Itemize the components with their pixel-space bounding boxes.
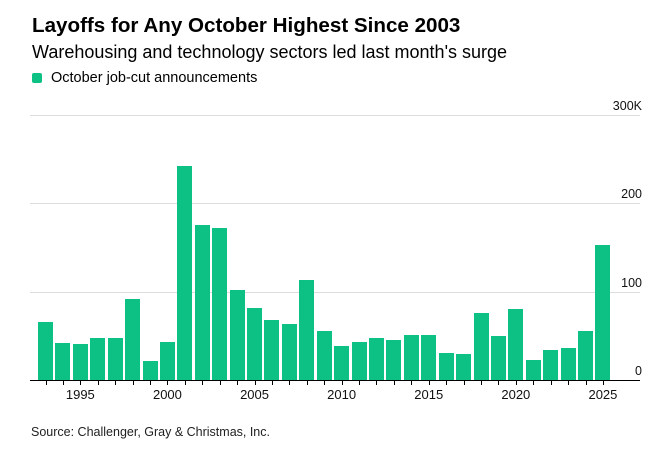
bar-2004 [229, 290, 245, 380]
x-tick-1995 [80, 381, 82, 385]
x-axis-label-2010: 2010 [327, 387, 357, 402]
y-axis-label-300K: 300K [612, 99, 642, 114]
bar-2010 [334, 346, 350, 380]
bar-2017 [456, 353, 472, 380]
x-axis-label-2000: 2000 [152, 387, 182, 402]
x-tick-2007 [289, 381, 291, 385]
x-axis-label-2025: 2025 [588, 387, 618, 402]
bar-1999 [142, 360, 158, 380]
gridline-200 [30, 203, 640, 205]
chart-subtitle: Warehousing and technology sectors led l… [32, 42, 508, 62]
bar-1998 [125, 299, 141, 380]
bar-2021 [525, 359, 541, 380]
bar-2008 [299, 280, 315, 380]
x-tick-1994 [62, 381, 64, 385]
bar-1996 [90, 337, 106, 380]
bar-2024 [578, 330, 594, 380]
bar-2018 [473, 313, 489, 380]
x-tick-2016 [446, 381, 448, 385]
bar-2005 [247, 308, 263, 380]
x-axis-label-2015: 2015 [414, 387, 444, 402]
x-axis-label-2005: 2005 [240, 387, 269, 402]
bar-1997 [107, 338, 123, 380]
x-tick-2010 [341, 381, 343, 385]
bar-2009 [316, 330, 332, 380]
x-tick-2006 [271, 381, 273, 385]
bar-2011 [351, 342, 367, 380]
x-tick-1998 [132, 381, 134, 385]
x-tick-2014 [411, 381, 413, 385]
x-tick-2003 [219, 381, 221, 385]
x-tick-2009 [324, 381, 326, 385]
bar-1995 [72, 343, 88, 380]
x-axis-label-2020: 2020 [501, 387, 531, 402]
x-tick-2008 [306, 381, 308, 385]
x-tick-1993 [45, 381, 47, 385]
x-tick-2005 [254, 381, 256, 385]
x-tick-2020 [515, 381, 517, 385]
bar-2022 [543, 350, 559, 380]
x-tick-2024 [585, 381, 587, 385]
x-tick-2004 [237, 381, 239, 385]
legend-swatch-icon [32, 72, 42, 83]
x-tick-2017 [463, 381, 465, 385]
x-tick-2022 [550, 381, 552, 385]
x-tick-2002 [202, 381, 204, 385]
x-tick-2019 [498, 381, 500, 385]
bar-2001 [177, 166, 193, 380]
bar-2023 [560, 347, 576, 380]
gridline-300K [30, 115, 640, 117]
x-axis-line [30, 380, 640, 381]
bar-2013 [386, 339, 402, 380]
bar-2006 [264, 319, 280, 380]
legend: October job-cut announcements [32, 69, 258, 86]
chart-title: Layoffs for Any October Highest Since 20… [32, 14, 461, 37]
x-tick-2015 [428, 381, 430, 385]
bar-2014 [403, 334, 419, 380]
x-tick-2000 [167, 381, 169, 385]
y-axis-label-0: 0 [635, 364, 642, 378]
bar-2003 [212, 228, 228, 380]
bar-2015 [421, 335, 437, 380]
y-axis-label-100: 100 [621, 275, 642, 290]
x-tick-2025 [602, 381, 604, 385]
x-tick-2012 [376, 381, 378, 385]
x-tick-1999 [150, 381, 152, 385]
y-axis-label-200: 200 [621, 187, 642, 202]
x-tick-2001 [184, 381, 186, 385]
x-tick-2021 [533, 381, 535, 385]
legend-label: October job-cut announcements [51, 69, 258, 86]
bar-2016 [438, 352, 454, 380]
bar-1993 [38, 321, 53, 380]
bar-2007 [281, 324, 297, 380]
source-note: Source: Challenger, Gray & Christmas, In… [31, 425, 270, 439]
x-tick-2023 [568, 381, 570, 385]
bar-1994 [55, 342, 71, 380]
x-tick-2011 [359, 381, 361, 385]
x-tick-2018 [481, 381, 482, 385]
x-tick-1996 [97, 381, 99, 385]
bar-2020 [508, 308, 524, 380]
x-axis-label-1995: 1995 [65, 387, 95, 402]
bar-2025 [595, 244, 611, 380]
x-tick-1997 [115, 381, 117, 385]
bar-2012 [368, 337, 384, 380]
bar-2002 [194, 224, 210, 380]
bar-2019 [490, 335, 506, 380]
x-tick-2013 [393, 381, 395, 385]
bar-2000 [159, 342, 175, 380]
gridline-100 [30, 291, 640, 293]
